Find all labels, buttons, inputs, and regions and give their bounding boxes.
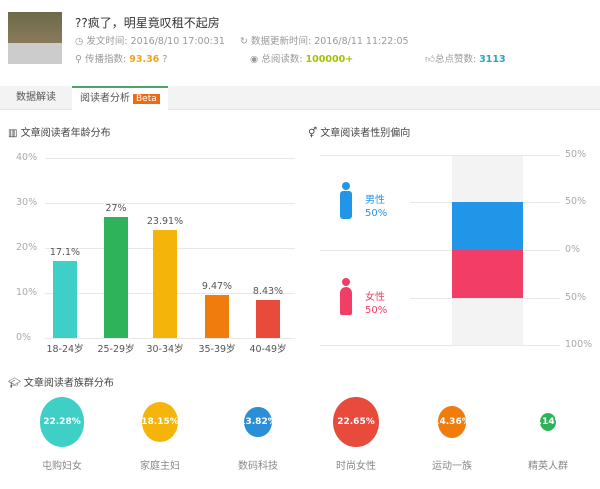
like-value: 3113 bbox=[479, 54, 506, 65]
bar-chart-icon: ▥ bbox=[8, 128, 18, 139]
update-time: ↻ 数据更新时间: 2016/8/11 11:22:05 bbox=[240, 36, 409, 47]
group-bubble: 22.28% bbox=[39, 397, 85, 447]
eye-icon: ◉ bbox=[250, 54, 259, 65]
gridline bbox=[320, 345, 560, 346]
male-icon bbox=[340, 182, 352, 222]
group-bubble: 18.15% bbox=[141, 402, 179, 442]
female-label: 女性 50% bbox=[365, 291, 387, 317]
male-bar bbox=[452, 202, 523, 250]
post-time-text: 发文时间: 2016/8/10 17:00:31 bbox=[86, 36, 225, 47]
group-bubble: 8.14% bbox=[539, 413, 557, 431]
spread-icon: ⚲ bbox=[75, 54, 82, 65]
gender-axis-label: 0% bbox=[565, 244, 581, 255]
group-label: 屯购妇女 bbox=[42, 461, 82, 472]
tab-bar: 数据解读 阅读者分析 Beta bbox=[0, 86, 600, 110]
female-bar bbox=[452, 250, 523, 298]
group-bubble: 22.65% bbox=[333, 397, 379, 447]
x-tick-label: 40-49岁 bbox=[249, 344, 287, 355]
bar-value-label: 27% bbox=[105, 202, 127, 214]
age-bar bbox=[256, 300, 280, 338]
age-title-text: 文章阅读者年龄分布 bbox=[20, 128, 111, 139]
group-label: 数码科技 bbox=[238, 461, 278, 472]
y-tick-label: 40% bbox=[16, 152, 38, 163]
avatar bbox=[8, 12, 62, 64]
x-tick-label: 18-24岁 bbox=[46, 344, 84, 355]
spread-label: 传播指数: bbox=[85, 54, 127, 65]
read-label: 总阅读数: bbox=[261, 54, 303, 65]
help-icon[interactable]: ? bbox=[162, 54, 168, 65]
y-tick-label: 0% bbox=[16, 332, 32, 343]
group-label: 运动一族 bbox=[432, 461, 472, 472]
gender-section-title: ⚥ 文章阅读者性别偏向 bbox=[308, 124, 410, 139]
spread-value: 93.36 bbox=[129, 54, 160, 65]
gridline bbox=[320, 250, 560, 251]
gridline bbox=[410, 298, 560, 299]
male-text: 男性 bbox=[365, 195, 385, 206]
group-label: 精英人群 bbox=[528, 461, 568, 472]
age-section-title: ▥ 文章阅读者年龄分布 bbox=[8, 124, 111, 139]
y-tick-label: 10% bbox=[16, 287, 38, 298]
thumbs-up-icon: 👍︎ bbox=[425, 54, 435, 65]
tab-label: 阅读者分析 bbox=[80, 93, 130, 104]
bar-value-label: 17.1% bbox=[49, 247, 81, 259]
bar-value-label: 8.43% bbox=[252, 286, 284, 298]
x-tick-label: 35-39岁 bbox=[198, 344, 236, 355]
group-section-title: 🎓︎ 文章阅读者族群分布 bbox=[8, 374, 114, 389]
y-tick-label: 20% bbox=[16, 242, 38, 253]
gender-title-text: 文章阅读者性别偏向 bbox=[320, 128, 411, 139]
gender-axis-label: 50% bbox=[565, 292, 587, 303]
age-bar bbox=[205, 295, 229, 338]
y-tick-label: 30% bbox=[16, 197, 38, 208]
female-icon bbox=[340, 278, 352, 318]
gender-axis-label: 100% bbox=[565, 339, 593, 350]
graduation-cap-icon: 🎓︎ bbox=[8, 378, 21, 389]
like-count: 👍︎总点赞数: 3113 bbox=[425, 51, 506, 65]
age-bar bbox=[53, 261, 77, 338]
read-value: 100000+ bbox=[305, 54, 354, 65]
group-bubble: 13.82% bbox=[244, 406, 272, 438]
group-title-text: 文章阅读者族群分布 bbox=[23, 378, 114, 389]
post-time: ◷ 发文时间: 2016/8/10 17:00:31 bbox=[75, 36, 225, 47]
female-value: 50% bbox=[365, 305, 388, 316]
bar-value-label: 9.47% bbox=[201, 281, 233, 293]
like-label: 总点赞数: bbox=[434, 54, 477, 65]
group-bubble: 14.36% bbox=[437, 406, 467, 438]
male-value: 50% bbox=[365, 208, 388, 219]
article-title: ??疯了，明星竟叹租不起房 bbox=[75, 16, 220, 30]
age-bar bbox=[153, 230, 177, 338]
x-tick-label: 25-29岁 bbox=[97, 344, 135, 355]
gridline bbox=[45, 338, 295, 339]
group-label: 家庭主妇 bbox=[140, 461, 180, 472]
gridline bbox=[45, 158, 295, 159]
update-time-text: 数据更新时间: 2016/8/11 11:22:05 bbox=[250, 36, 409, 47]
gridline bbox=[320, 155, 560, 156]
age-bar bbox=[104, 216, 128, 338]
bar-value-label: 23.91% bbox=[146, 216, 184, 228]
gender-axis-label: 50% bbox=[565, 196, 587, 207]
tab-data-interpretation[interactable]: 数据解读 bbox=[16, 92, 56, 103]
male-label: 男性 50% bbox=[365, 194, 387, 220]
spread-index: ⚲ 传播指数: 93.36 ? bbox=[75, 51, 167, 65]
gender-icon: ⚥ bbox=[308, 128, 318, 139]
gender-axis-label: 50% bbox=[565, 149, 587, 160]
gridline bbox=[45, 203, 295, 204]
female-text: 女性 bbox=[365, 292, 385, 303]
beta-badge: Beta bbox=[133, 94, 160, 104]
tab-reader-analysis[interactable]: 阅读者分析 Beta bbox=[72, 86, 168, 110]
x-tick-label: 30-34岁 bbox=[146, 344, 184, 355]
group-label: 时尚女性 bbox=[336, 461, 376, 472]
read-count: ◉ 总阅读数: 100000+ bbox=[250, 51, 353, 65]
